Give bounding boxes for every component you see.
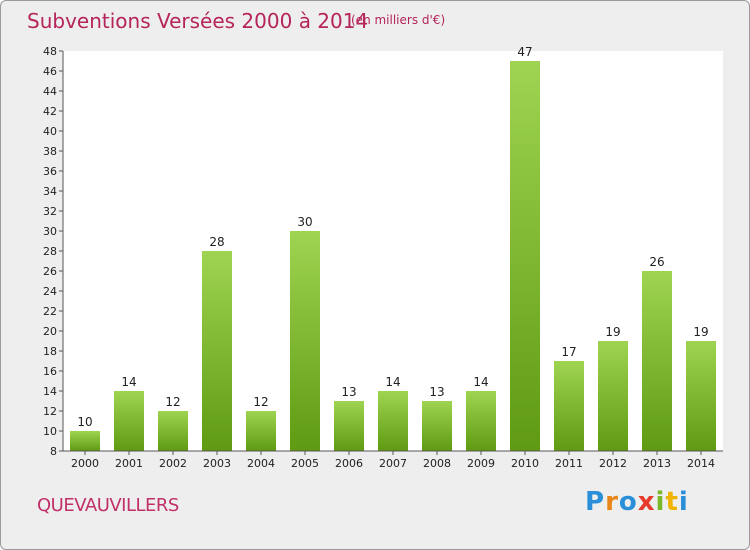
y-tick-label: 36 (43, 165, 57, 178)
x-tick-label-2011: 2011 (555, 457, 583, 470)
y-tick-label: 32 (43, 205, 57, 218)
logo-letter: t (665, 487, 679, 517)
y-tick-label: 30 (43, 225, 57, 238)
y-tick-label: 8 (50, 445, 57, 458)
bar-2010 (510, 61, 540, 451)
x-tick-label-2009: 2009 (467, 457, 495, 470)
data-label-2000: 10 (77, 415, 92, 429)
data-labels-group: 10 14 12 28 12 30 13 14 13 14 47 17 19 26 19 (77, 45, 708, 429)
y-tick-label: 34 (43, 185, 57, 198)
data-label-2007: 14 (385, 375, 400, 389)
x-tick-label-2012: 2012 (599, 457, 627, 470)
y-tick-label: 48 (43, 45, 57, 58)
y-tick-label: 46 (43, 65, 57, 78)
bar-2003 (202, 251, 232, 451)
y-tick-label: 38 (43, 145, 57, 158)
data-label-2011: 17 (561, 345, 576, 359)
logo-letter: x (637, 487, 656, 517)
y-tick-label: 24 (43, 285, 57, 298)
bar-2000 (70, 431, 100, 451)
logo-letter: P (585, 487, 606, 517)
bar-2006 (334, 401, 364, 451)
y-tick-label: 44 (43, 85, 57, 98)
y-tick-label: 26 (43, 265, 57, 278)
data-label-2012: 19 (605, 325, 620, 339)
y-tick-label: 14 (43, 385, 57, 398)
bar-2009 (466, 391, 496, 451)
y-tick-label: 18 (43, 345, 57, 358)
bar-2002 (158, 411, 188, 451)
chart-subtitle: (en milliers d'€) (351, 13, 446, 27)
bar-2014 (686, 341, 716, 451)
logo-letter: r (605, 487, 619, 517)
bar-2008 (422, 401, 452, 451)
data-label-2010: 47 (517, 45, 532, 59)
x-tick-label-2010: 2010 (511, 457, 539, 470)
x-tick-label-2006: 2006 (335, 457, 363, 470)
data-label-2005: 30 (297, 215, 312, 229)
y-tick-label: 42 (43, 105, 57, 118)
y-tick-label: 22 (43, 305, 57, 318)
y-axis: 8 10 12 14 16 18 20 22 24 26 28 30 32 34 36 38 40 42 44 46 4… (43, 45, 64, 458)
bar-2004 (246, 411, 276, 451)
x-tick-label-2002: 2002 (159, 457, 187, 470)
y-tick-label: 12 (43, 405, 57, 418)
x-tick-label-2004: 2004 (247, 457, 275, 470)
bar-2007 (378, 391, 408, 451)
logo-letter: o (618, 487, 638, 517)
x-axis: 2000 2001 2002 2003 2004 2005 2006 2007 2008 2009… (63, 450, 723, 470)
chart-title: Subventions Versées 2000 à 2014 (27, 9, 369, 33)
bar-2001 (114, 391, 144, 451)
bars-group (70, 61, 716, 451)
data-label-2014: 19 (693, 325, 708, 339)
x-tick-label-2001: 2001 (115, 457, 143, 470)
y-tick-label: 10 (43, 425, 57, 438)
bar-2005 (290, 231, 320, 451)
x-tick-label-2014: 2014 (687, 457, 715, 470)
x-tick-label-2003: 2003 (203, 457, 231, 470)
x-tick-label-2007: 2007 (379, 457, 407, 470)
data-label-2001: 14 (121, 375, 136, 389)
bar-2012 (598, 341, 628, 451)
data-label-2013: 26 (649, 255, 664, 269)
y-tick-label: 28 (43, 245, 57, 258)
bar-2011 (554, 361, 584, 451)
y-tick-label: 16 (43, 365, 57, 378)
commune-name: QUEVAUVILLERS (37, 495, 179, 516)
y-tick-label: 20 (43, 325, 57, 338)
x-tick-label-2005: 2005 (291, 457, 319, 470)
data-label-2002: 12 (165, 395, 180, 409)
proxiti-logo: Proxiti (585, 487, 689, 517)
data-label-2004: 12 (253, 395, 268, 409)
bar-2013 (642, 271, 672, 451)
logo-letter: i (678, 487, 689, 517)
x-tick-label-2008: 2008 (423, 457, 451, 470)
data-label-2003: 28 (209, 235, 224, 249)
x-tick-label-2000: 2000 (71, 457, 99, 470)
logo-letter: i (655, 487, 666, 517)
data-label-2006: 13 (341, 385, 356, 399)
data-label-2008: 13 (429, 385, 444, 399)
data-label-2009: 14 (473, 375, 488, 389)
x-tick-label-2013: 2013 (643, 457, 671, 470)
y-tick-label: 40 (43, 125, 57, 138)
